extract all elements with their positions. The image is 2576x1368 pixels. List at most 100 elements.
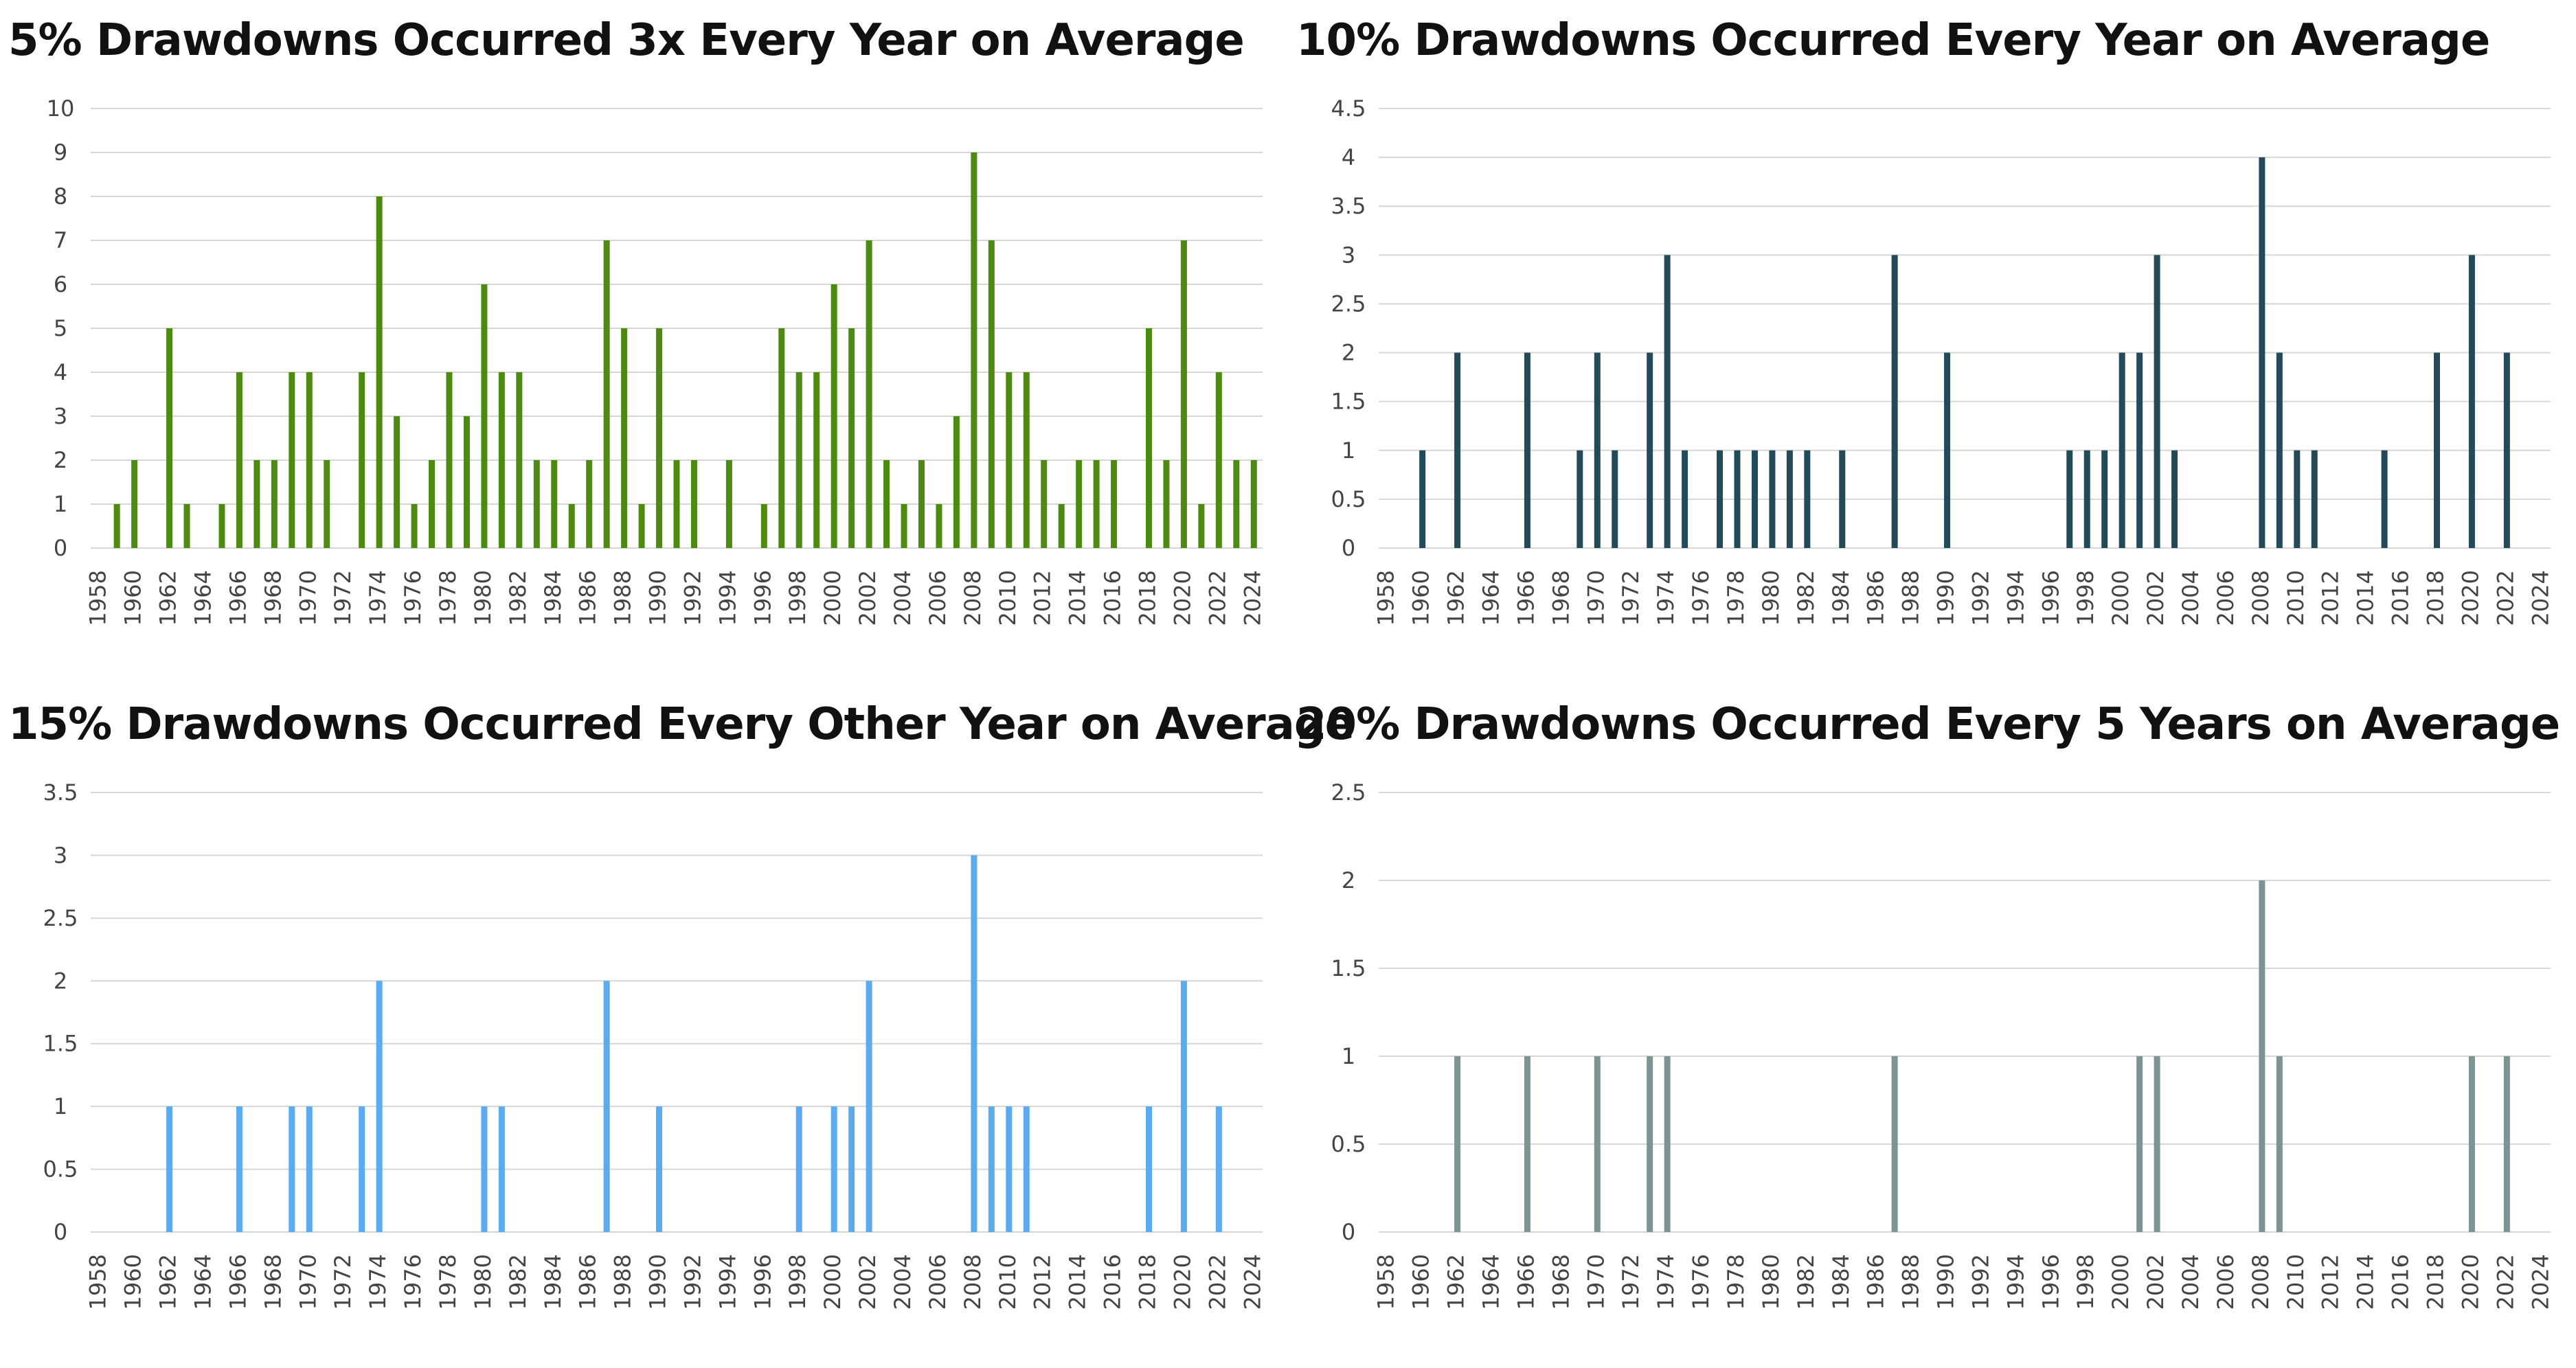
x-tick-label: 1988: [610, 1254, 636, 1310]
chart-panel-20pct: 20% Drawdowns Occurred Every 5 Years on …: [1288, 684, 2576, 1368]
bar-1962: [1454, 1056, 1461, 1232]
bar-1998: [795, 1106, 802, 1232]
x-tick-label: 1982: [505, 570, 531, 626]
x-tick-label: 2020: [1169, 1254, 1195, 1310]
bar-1962: [1454, 352, 1461, 548]
x-tick-label: 2008: [960, 1254, 986, 1310]
x-tick-label: 2004: [890, 1254, 916, 1310]
bar-1984: [551, 460, 558, 548]
x-tick-label: 1970: [1583, 570, 1609, 626]
x-tick-label: 2006: [2213, 1254, 2239, 1310]
x-tick-label: 2002: [855, 1254, 881, 1310]
bar-2010: [2294, 450, 2301, 548]
y-tick-label: 2.5: [43, 905, 78, 931]
x-tick-label: 1996: [2037, 1254, 2064, 1310]
y-tick-label: 2.5: [1331, 779, 1366, 806]
x-tick-label: 2016: [2388, 570, 2414, 626]
bar-2001: [2136, 1056, 2143, 1232]
y-tick-label: 0.5: [1331, 1131, 1366, 1157]
y-tick-label: 3.5: [1331, 193, 1366, 219]
bar-2009: [2276, 1056, 2283, 1232]
x-tick-label: 1978: [1723, 570, 1749, 626]
x-tick-label: 1994: [2002, 1254, 2029, 1310]
x-tick-label: 1964: [1478, 570, 1504, 626]
bar-1981: [1786, 450, 1793, 548]
x-tick-label: 2008: [2248, 1254, 2274, 1310]
grid-lines: [1379, 108, 2551, 549]
y-tick-label: 3: [1342, 242, 1355, 268]
x-tick-label: 1966: [1513, 1254, 1539, 1310]
bar-1981: [498, 372, 505, 548]
bar-1971: [1612, 450, 1618, 548]
bar-2000: [831, 1106, 837, 1232]
x-tick-label: 1994: [714, 570, 741, 626]
x-tick-label: 1982: [1793, 1254, 1819, 1310]
bar-1980: [1769, 450, 1776, 548]
x-tick-label: 1966: [225, 1254, 251, 1310]
x-tick-label: 2018: [2422, 1254, 2448, 1310]
x-tick-label: 2024: [1239, 570, 1265, 626]
x-tick-label: 1986: [1863, 570, 1889, 626]
x-tick-label: 2002: [2143, 570, 2169, 626]
bar-1982: [516, 372, 523, 548]
x-tick-label: 2020: [2457, 1254, 2483, 1310]
x-tick-label: 2022: [2492, 1254, 2518, 1310]
chart-panel-15pct: 15% Drawdowns Occurred Every Other Year …: [0, 684, 1355, 1368]
bar-1996: [760, 504, 767, 548]
bar-2013: [1058, 504, 1065, 548]
chart-15pct-svg: 0 0.5 1 1.5 2 2.5 3 3.5 1958 1960 1962 1964 1966 1968…: [43, 779, 1266, 1310]
bar-2022: [1215, 372, 1222, 548]
x-tick-label: 1996: [749, 570, 776, 626]
x-tick-label: 1988: [1898, 570, 1924, 626]
x-tick-label: 1990: [645, 1254, 671, 1310]
bar-1987: [603, 981, 610, 1232]
bar-2010: [1006, 1106, 1013, 1232]
x-tick-label: 1964: [190, 570, 216, 626]
bar-2002: [2154, 1056, 2160, 1232]
bar-1986: [586, 460, 593, 548]
bar-2001: [2136, 352, 2143, 548]
bar-2002: [866, 240, 872, 548]
bar-2020: [2468, 255, 2475, 548]
chart-panel-10pct: 10% Drawdowns Occurred Every Year on Ave…: [1288, 0, 2576, 684]
bar-1974: [1664, 1056, 1671, 1232]
x-tick-label: 1962: [1443, 1254, 1469, 1310]
y-tick-label: 9: [54, 139, 67, 166]
bar-1981: [498, 1106, 505, 1232]
x-tick-label: 1972: [330, 1254, 356, 1310]
x-tick-label: 1986: [1863, 1254, 1889, 1310]
x-tick-label: 2002: [2143, 1254, 2169, 1310]
bar-1966: [236, 1106, 242, 1232]
bar-2016: [1111, 460, 1118, 548]
bar-1980: [481, 1106, 488, 1232]
bar-1984: [1839, 450, 1846, 548]
bars: [166, 855, 1222, 1232]
x-tick-label: 1978: [1723, 1254, 1749, 1310]
bar-1994: [725, 460, 732, 548]
x-tick-label: 2022: [2492, 570, 2518, 626]
x-tick-label: 1958: [1373, 570, 1399, 626]
x-tick-label: 1998: [784, 1254, 811, 1310]
y-tick-label: 1: [1342, 1043, 1355, 1069]
bar-1973: [1647, 1056, 1653, 1232]
bar-1977: [429, 460, 436, 548]
x-tick-label: 1990: [1933, 1254, 1959, 1310]
x-tick-label: 1972: [1618, 1254, 1644, 1310]
bar-1966: [236, 372, 242, 548]
y-tick-label: 4: [1342, 144, 1355, 170]
bar-1962: [166, 328, 173, 548]
x-tick-label: 1960: [120, 1254, 146, 1310]
y-tick-label: 1.5: [1331, 955, 1366, 981]
bar-1977: [1717, 450, 1724, 548]
x-tick-label: 1958: [85, 1254, 111, 1310]
x-tick-label: 2004: [890, 570, 916, 626]
x-tick-label: 1976: [1688, 1254, 1714, 1310]
bar-2014: [1076, 460, 1083, 548]
x-tick-label: 1960: [1408, 570, 1434, 626]
bar-1970: [306, 1106, 313, 1232]
x-tick-label: 2012: [1030, 570, 1056, 626]
y-tick-label: 6: [54, 271, 67, 297]
x-tick-label: 2012: [2318, 1254, 2344, 1310]
x-tick-label: 2024: [2527, 570, 2553, 626]
x-tick-label: 1970: [295, 1254, 321, 1310]
